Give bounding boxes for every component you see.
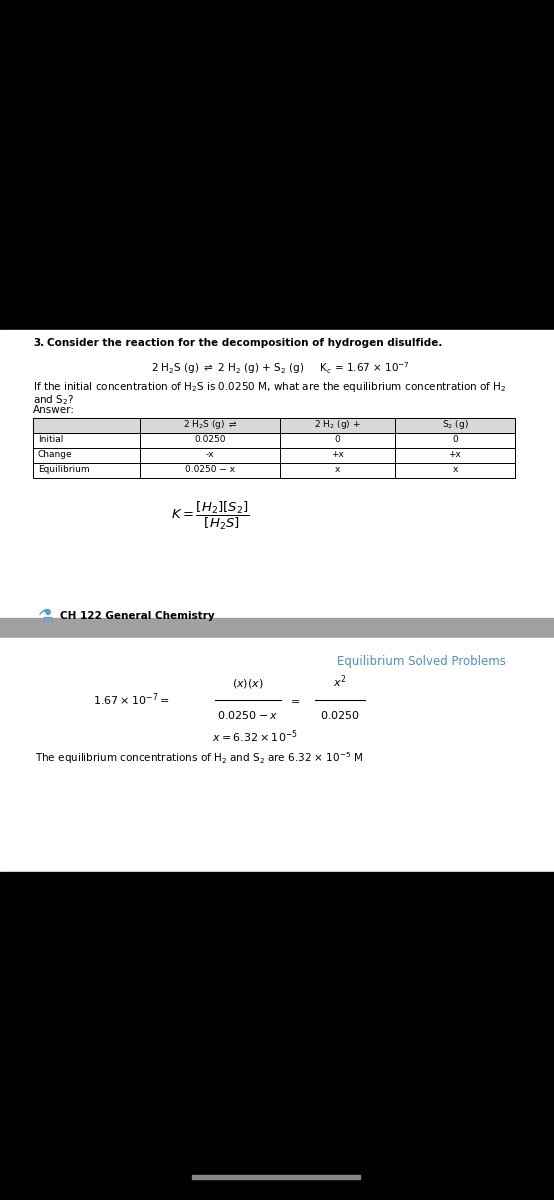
- Text: Equilibrium: Equilibrium: [38, 464, 90, 474]
- Text: Change: Change: [38, 450, 73, 458]
- Text: Equilibrium Solved Problems: Equilibrium Solved Problems: [337, 655, 506, 668]
- Bar: [192, 1175, 360, 1178]
- Text: +x: +x: [331, 450, 344, 458]
- Text: 3.: 3.: [33, 338, 44, 348]
- Text: x: x: [335, 464, 340, 474]
- Bar: [0, 638, 554, 872]
- Text: CH 122 General Chemistry: CH 122 General Chemistry: [60, 611, 214, 622]
- Bar: [0, 330, 554, 618]
- Text: $x = 6.32 \times 10^{-5}$: $x = 6.32 \times 10^{-5}$: [212, 728, 298, 744]
- Text: The equilibrium concentrations of H$_2$ and S$_2$ are 6.32 $\times$ 10$^{-5}$ M: The equilibrium concentrations of H$_2$ …: [35, 750, 363, 766]
- Text: $(x)(x)$: $(x)(x)$: [232, 677, 264, 690]
- Text: ⚗: ⚗: [38, 608, 54, 626]
- Text: Initial: Initial: [38, 434, 63, 444]
- Text: 0: 0: [335, 434, 340, 444]
- Text: $=$: $=$: [288, 695, 300, 704]
- Bar: [0, 872, 554, 1200]
- Text: Answer:: Answer:: [33, 404, 75, 415]
- Text: Consider the reaction for the decomposition of hydrogen disulfide.: Consider the reaction for the decomposit…: [47, 338, 443, 348]
- Text: If the initial concentration of H$_2$S is 0.0250 M, what are the equilibrium con: If the initial concentration of H$_2$S i…: [33, 380, 506, 394]
- Text: 0.0250 − x: 0.0250 − x: [185, 464, 235, 474]
- Text: x: x: [452, 464, 458, 474]
- Text: -x: -x: [206, 450, 214, 458]
- Text: $K = \dfrac{[H_2][S_2]}{[H_2S]}$: $K = \dfrac{[H_2][S_2]}{[H_2S]}$: [171, 500, 249, 533]
- Bar: [0, 618, 554, 638]
- Text: $0.0250$: $0.0250$: [320, 709, 360, 721]
- Text: 0.0250: 0.0250: [194, 434, 225, 444]
- Text: 2 H$_2$S (g) $\rightleftharpoons$: 2 H$_2$S (g) $\rightleftharpoons$: [183, 418, 237, 431]
- Text: $x^2$: $x^2$: [334, 673, 347, 690]
- Text: $1.67 \times 10^{-7} =$: $1.67 \times 10^{-7} =$: [93, 691, 170, 708]
- Bar: [33, 418, 515, 478]
- Bar: [0, 0, 554, 330]
- Text: 2 H$_2$S (g) $\rightleftharpoons$ 2 H$_2$ (g) + S$_2$ (g)     K$_c$ = 1.67 $\tim: 2 H$_2$S (g) $\rightleftharpoons$ 2 H$_2…: [151, 360, 409, 376]
- Text: 0: 0: [452, 434, 458, 444]
- Text: S$_2$ (g): S$_2$ (g): [442, 418, 469, 431]
- Bar: [33, 418, 515, 433]
- Text: $0.0250 - x$: $0.0250 - x$: [217, 709, 279, 721]
- Text: 2 H$_2$ (g) +: 2 H$_2$ (g) +: [314, 418, 361, 431]
- Text: +x: +x: [449, 450, 461, 458]
- Text: and S$_2$?: and S$_2$?: [33, 392, 74, 407]
